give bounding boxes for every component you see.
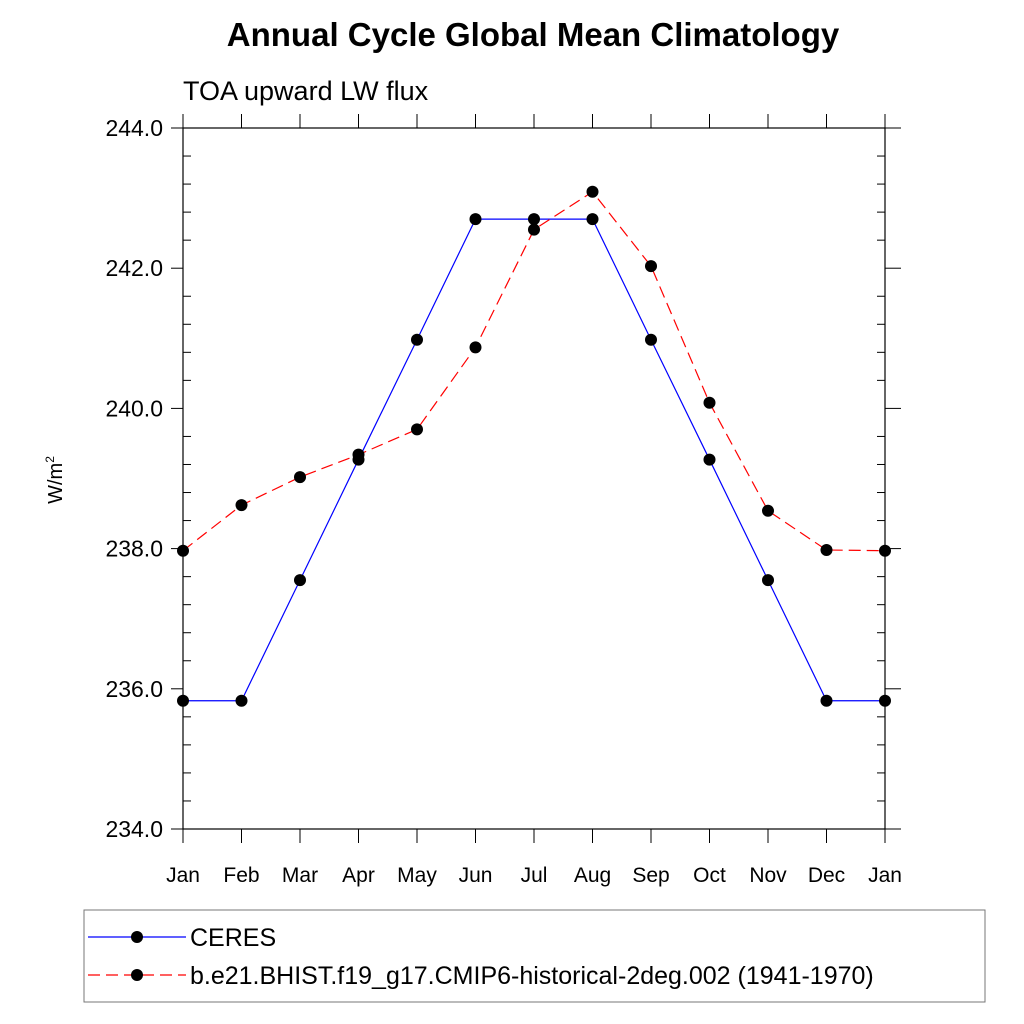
legend-label-series-1: CERES [190,924,276,952]
y-tick-label: 234.0 [105,816,163,842]
y-tick-label: 244.0 [105,115,163,141]
series-1-point [586,213,599,226]
series-2-point [469,341,482,354]
series-1-point [528,213,540,226]
series-2-point [235,499,248,512]
series-2-point [703,396,716,409]
y-axis-ticks: 234.0 236.0 238.0 240.0 242.0 244.0 [105,115,901,842]
x-tick-label: Mar [282,864,318,887]
series-1-point [177,694,189,707]
svg-text:W/m2: W/m2 [43,456,67,504]
series-2-point [820,544,833,557]
legend-marker-series-1 [131,931,143,943]
legend-label-series-2: b.e21.BHIST.f19_g17.CMIP6-historical-2de… [190,962,874,990]
series-2-point [294,471,306,484]
x-tick-label: Nov [749,864,787,887]
y-tick-label: 236.0 [105,676,163,702]
x-tick-label: Jul [521,864,548,887]
series-2-line [182,190,886,552]
x-tick-label: Feb [223,864,259,887]
x-tick-label: Oct [693,864,726,887]
y-axis-title-superscript: 2 [43,456,57,463]
x-tick-label: Jan [166,864,200,887]
y-tick-label: 240.0 [105,395,163,421]
y-tick-label: 238.0 [105,536,163,562]
chart-title: Annual Cycle Global Mean Climatology [227,16,840,53]
legend-marker-series-2 [131,969,143,981]
x-tick-label: Jun [459,864,493,887]
series-2-point [411,423,423,436]
series-1-point [411,333,423,346]
x-axis-ticks: Jan Feb Mar Apr May Jun Jul Aug Sep Oct Nov Dec Jan [166,114,902,887]
y-axis-title: W/m2 [43,456,67,504]
y-axis-title-text: W/m [45,463,67,504]
series-1-point [762,574,774,587]
series-2-point [645,260,657,273]
y-tick-label: 242.0 [105,255,163,281]
series-1-point [235,694,248,707]
x-tick-label: Dec [808,864,845,887]
x-tick-label: May [397,864,437,887]
chart-subtitle: TOA upward LW flux [183,76,429,106]
x-tick-label: Jan [868,864,902,887]
series-2-point [177,544,189,557]
series-2-point [528,223,540,236]
legend-box [83,909,986,1003]
legend: CERES b.e21.BHIST.f19_g17.CMIP6-historica… [88,924,874,990]
series-1-point [469,213,482,226]
series-2-point [586,185,599,198]
series-2-point [762,504,774,517]
series-1-point [703,453,716,466]
series-2-point [352,448,365,461]
series-layer [177,185,891,707]
series-1-point [645,333,657,346]
series-1-point [879,694,891,707]
series-1-line [183,218,885,702]
series-1-point [294,574,306,587]
series-1-point [820,694,833,707]
x-tick-label: Sep [632,864,669,887]
series-2-point [879,544,891,557]
x-tick-label: Apr [342,864,375,887]
x-tick-label: Aug [574,864,611,887]
